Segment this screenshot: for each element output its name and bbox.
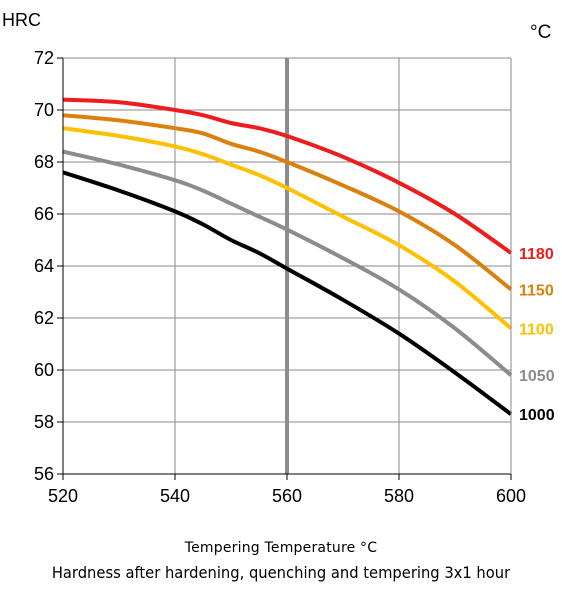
series-label-1180: 1180 (519, 246, 554, 263)
y-tick-label-66: 66 (34, 204, 54, 224)
plot-frame (57, 57, 512, 480)
series-line-1050 (62, 149, 513, 377)
tick-labels: 56 58 60 62 64 66 68 70 72 520 540 560 580 600 (34, 48, 526, 506)
series-label-1150: 1150 (519, 282, 554, 299)
series-line-1000 (62, 170, 513, 416)
x-tick-label-540: 540 (160, 486, 190, 506)
series-line-1150 (62, 113, 513, 291)
y-tick-label-60: 60 (34, 360, 54, 380)
series-label-1050: 1050 (519, 368, 555, 385)
x-tick-label-560: 560 (272, 486, 302, 506)
y-tick-label-72: 72 (34, 48, 54, 68)
x-axis-label: Tempering Temperature °C (184, 540, 378, 556)
x-tick-label-600: 600 (496, 486, 526, 506)
y-tick-label-62: 62 (34, 308, 54, 328)
y-tick-label-70: 70 (34, 100, 54, 120)
series-unit-label: °C (530, 22, 551, 43)
y-tick-label-68: 68 (34, 152, 54, 172)
series-label-1100: 1100 (519, 321, 554, 338)
series-line-1100 (62, 126, 513, 330)
series-labels: 1180 1150 1100 1050 1000 (519, 246, 555, 424)
series-label-1000: 1000 (519, 407, 555, 424)
y-tick-label-58: 58 (34, 412, 54, 432)
series-line-1180 (62, 97, 513, 255)
y-tick-label-56: 56 (34, 464, 54, 484)
y-axis-label: HRC (2, 10, 41, 30)
y-tick-label-64: 64 (34, 256, 54, 276)
x-tick-label-580: 580 (384, 486, 414, 506)
series-layer (62, 97, 513, 416)
x-tick-label-520: 520 (48, 486, 78, 506)
chart-caption: Hardness after hardening, quenching and … (51, 563, 511, 582)
